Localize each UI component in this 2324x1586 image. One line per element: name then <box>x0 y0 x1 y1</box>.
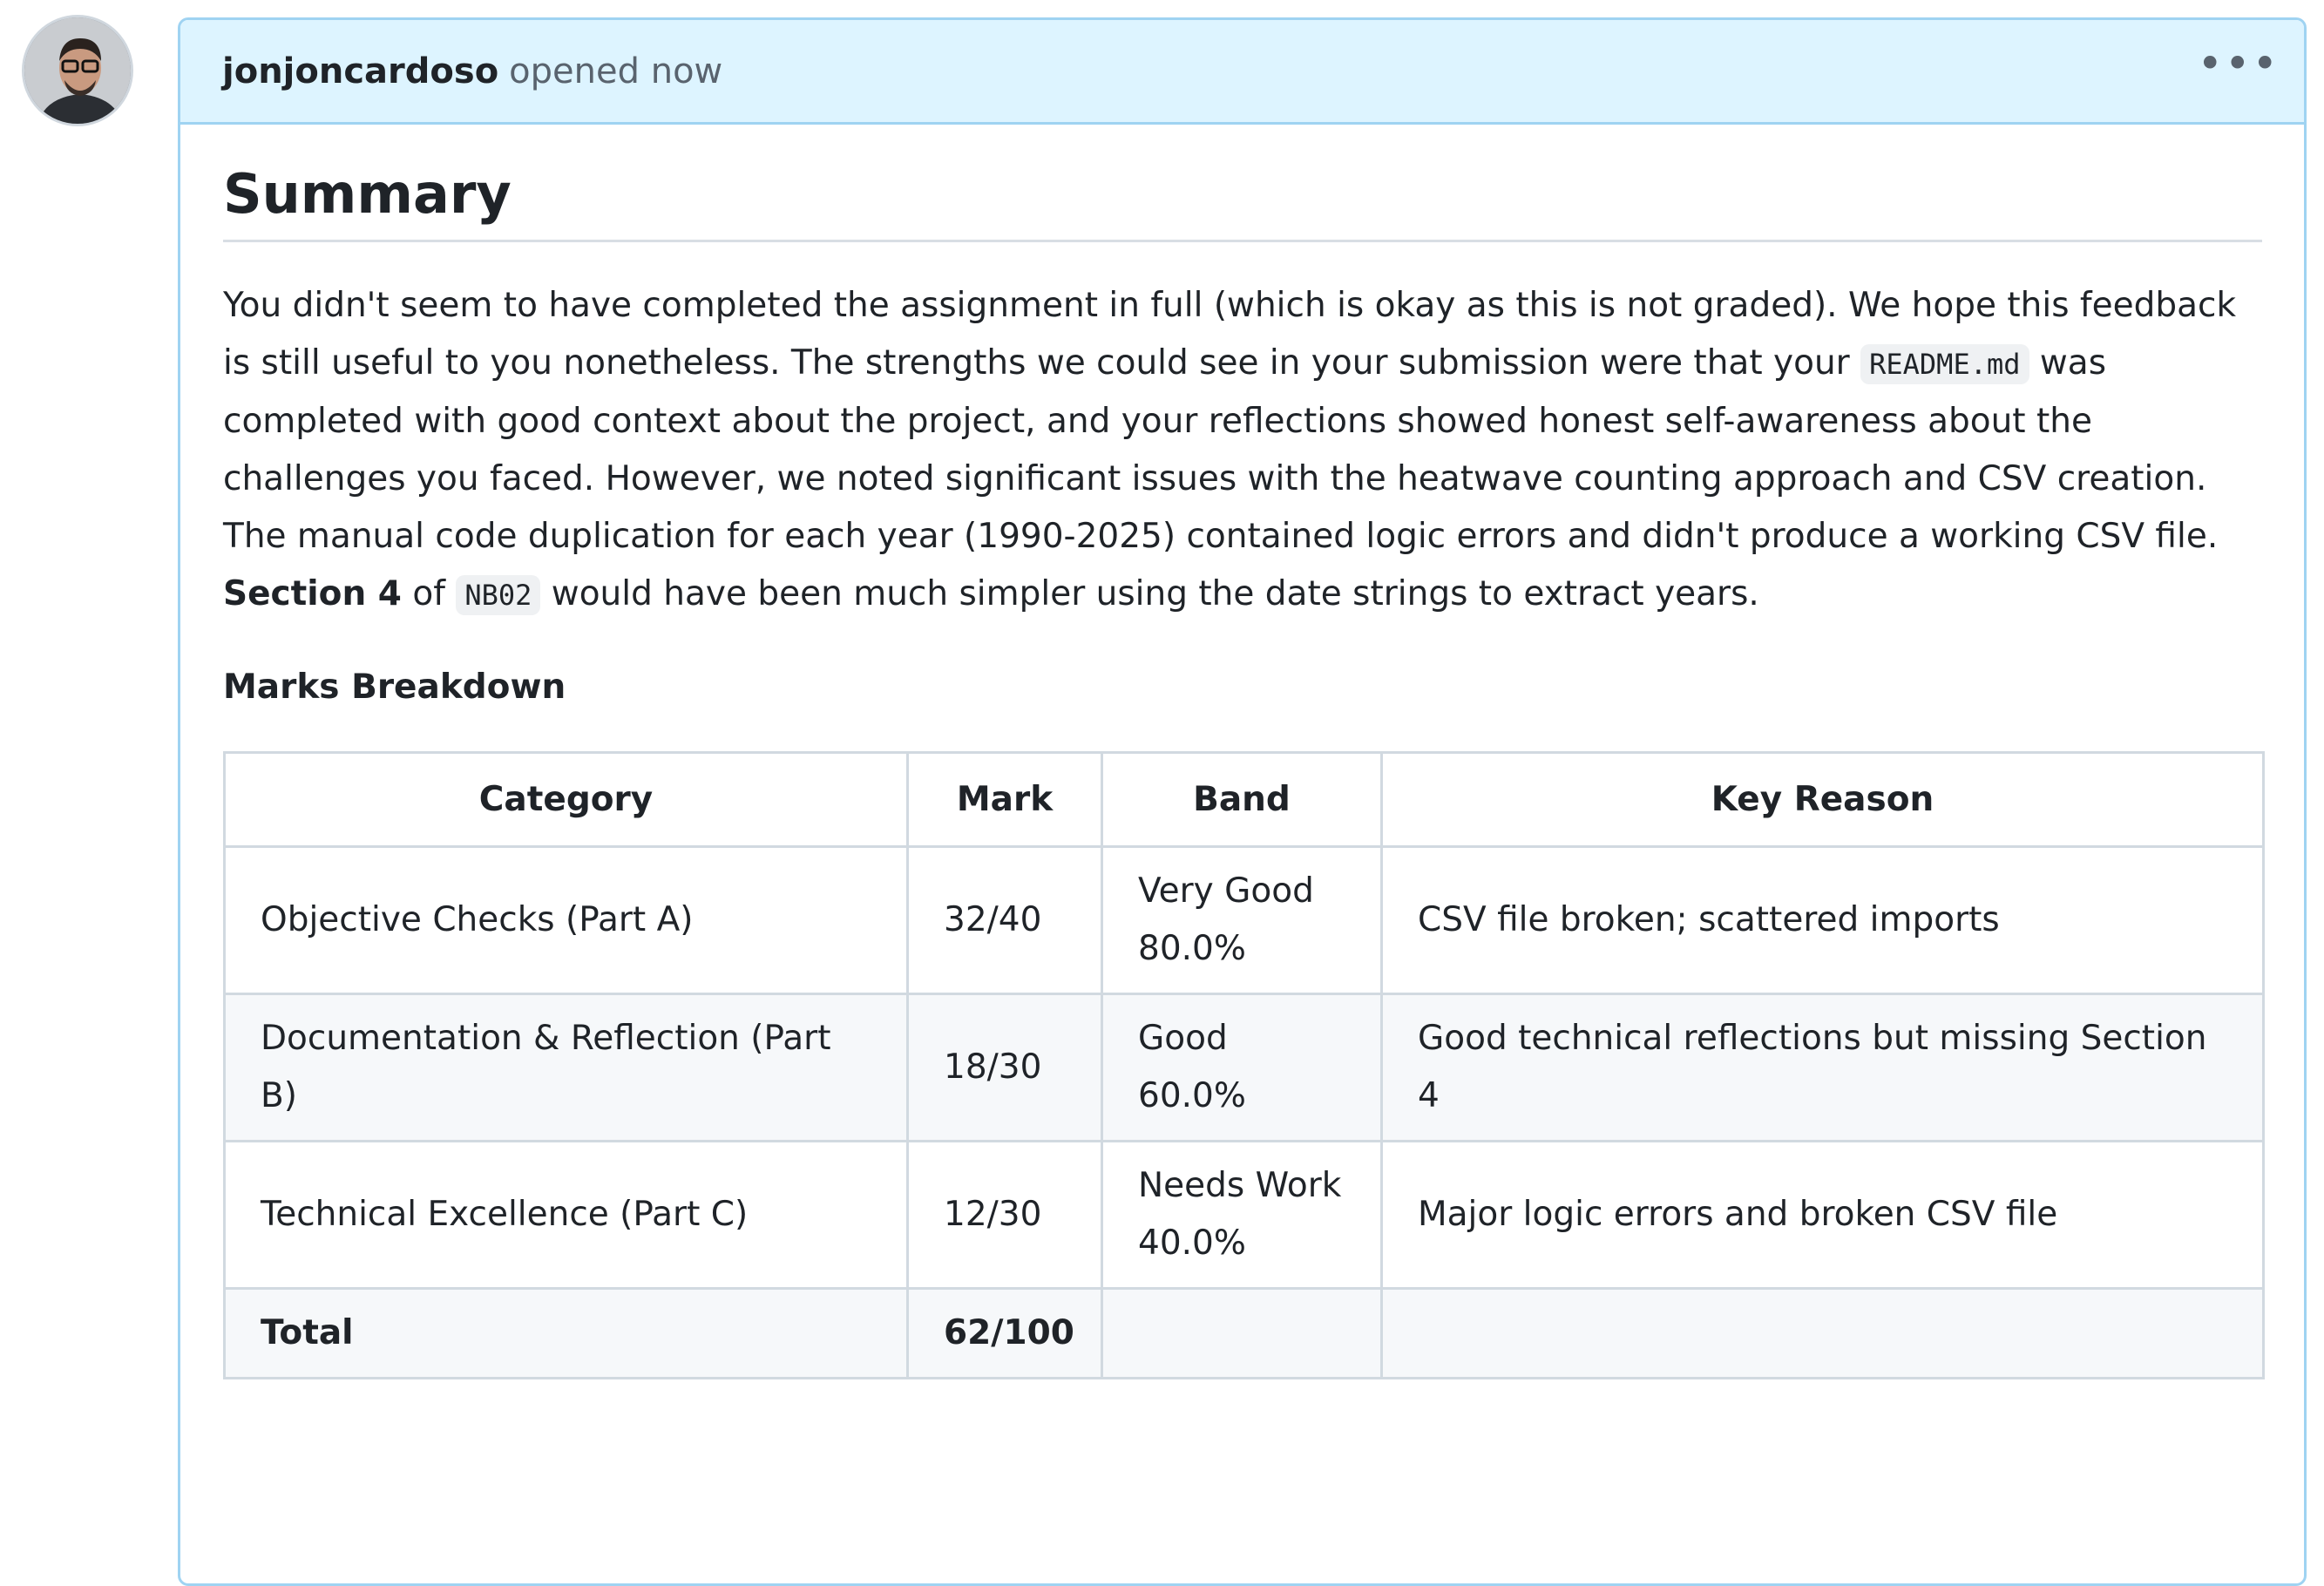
more-menu[interactable]: ••• <box>2197 38 2280 89</box>
table-cell: 12/30 <box>906 1140 1103 1290</box>
timestamp: opened now <box>509 51 723 92</box>
table-cell: 18/30 <box>906 993 1103 1142</box>
table-cell: CSV file broken; scattered imports <box>1380 845 2265 995</box>
table-cell <box>1101 1287 1383 1379</box>
table-row: Total 62/100 <box>223 1287 2265 1379</box>
table-cell: Technical Excellence (Part C) <box>223 1140 909 1290</box>
avatar-image <box>24 17 131 124</box>
text: would have been much simpler using the d… <box>540 574 1759 613</box>
table-cell: Very Good 80.0% <box>1101 845 1383 995</box>
inline-code: NB02 <box>456 575 541 615</box>
paragraph: You didn't seem to have completed the as… <box>223 277 2262 624</box>
column-header: Mark <box>906 751 1103 848</box>
bold-text: Section 4 <box>223 574 402 613</box>
table-row: Documentation & Reflection (Part B) 18/30… <box>223 993 2265 1142</box>
table-cell: Needs Work 40.0% <box>1101 1140 1383 1290</box>
heading: Summary <box>223 159 2262 242</box>
table-row: Objective Checks (Part A) 32/40 Very Good … <box>223 845 2265 995</box>
table-cell: Major logic errors and broken CSV file <box>1380 1140 2265 1290</box>
table-body: Objective Checks (Part A) 32/40 Very Good … <box>223 845 2265 1379</box>
table-head: Category Mark Band Key Reason <box>223 751 2265 848</box>
page: Issue comment {"header": {"author": "jon… <box>22 15 2307 1586</box>
table-cell: Objective Checks (Part A) <box>223 845 909 995</box>
table-cell: Good technical reflections but missing S… <box>1380 993 2265 1142</box>
avatar[interactable] <box>22 15 133 126</box>
table-cell: Total <box>223 1287 909 1379</box>
header-row: Category Mark Band Key Reason <box>223 751 2265 848</box>
text: of <box>401 574 457 613</box>
page-body: jonjoncardoso opened now ••• Summary You… <box>22 15 2307 1586</box>
column-header: Category <box>223 751 909 848</box>
comment-body: Summary You didn't seem to have complete… <box>180 125 2304 1379</box>
text: was completed with good context about th… <box>223 343 2219 556</box>
table-cell <box>1380 1287 2265 1379</box>
text: You didn't seem to have completed the as… <box>223 286 2237 383</box>
inline-code: README.md <box>1860 344 2029 384</box>
table-row: Technical Excellence (Part C) 12/30 Needs … <box>223 1140 2265 1290</box>
table-cell: 62/100 <box>906 1287 1103 1379</box>
column-header: Key Reason <box>1380 751 2265 848</box>
table-cell: Documentation & Reflection (Part B) <box>223 993 909 1142</box>
table-cell: Good 60.0% <box>1101 993 1383 1142</box>
column-header: Band <box>1101 751 1383 848</box>
marks-table: Category Mark Band Key Reason Objective Che… <box>223 751 2265 1379</box>
comment-box: jonjoncardoso opened now ••• Summary You… <box>178 17 2307 1586</box>
author[interactable]: jonjoncardoso <box>222 51 499 92</box>
subheading: Marks Breakdown <box>223 668 566 707</box>
table-cell: 32/40 <box>906 845 1103 995</box>
comment-header: jonjoncardoso opened now ••• <box>180 20 2304 125</box>
